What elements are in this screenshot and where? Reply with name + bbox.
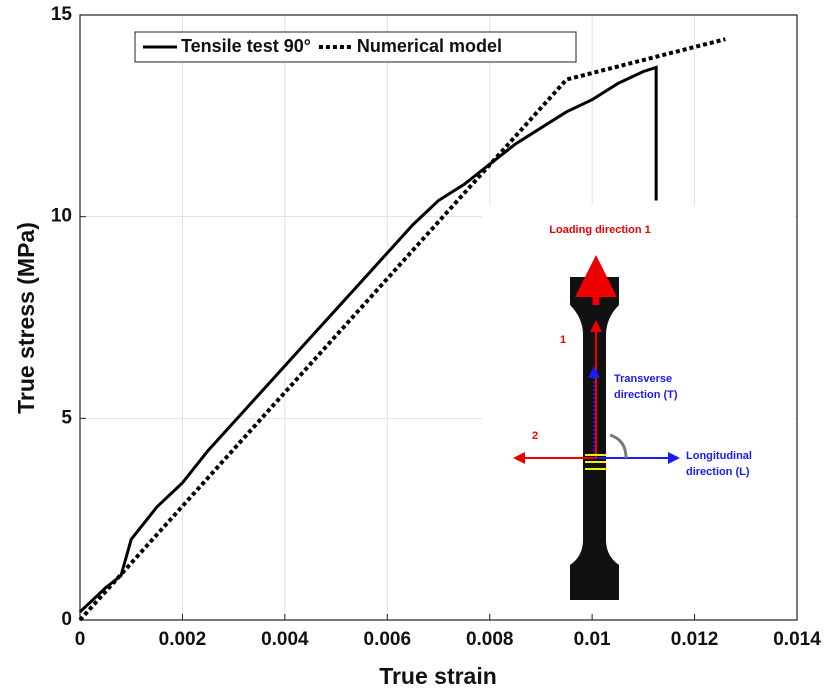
y-tick-label: 15 (51, 4, 73, 25)
inset-diagram: Loading direction 1 1 2 Transverse direc… (513, 224, 752, 600)
series-line (78, 65, 658, 614)
inset-background (482, 205, 794, 613)
y-tick-label: 10 (51, 206, 72, 227)
x-tick-label: 0 (75, 629, 86, 650)
x-tick-label: 0.008 (466, 629, 514, 650)
x-axis-label: True strain (379, 663, 497, 689)
inset-label: 2 (532, 430, 538, 442)
x-tick-label: 0.01 (574, 629, 611, 650)
legend-label: Tensile test 90° (181, 36, 311, 56)
legend-box (134, 31, 577, 63)
inset-label: direction (T) (614, 389, 678, 401)
y-axis-label: True stress (MPa) (13, 222, 39, 414)
inset-label: 1 (560, 334, 566, 346)
plot-frame (79, 14, 798, 621)
inset-label: Transverse (614, 373, 672, 385)
legend-label: Numerical model (357, 36, 502, 56)
legend: Tensile test 90° Numerical model (134, 31, 577, 63)
y-tick-label: 5 (61, 407, 72, 428)
x-tick-label: 0.004 (261, 629, 309, 650)
x-tick-label: 0.006 (364, 629, 412, 650)
inset-label: Longitudinal (686, 450, 752, 462)
x-tick-label: 0.014 (773, 629, 821, 650)
y-tick-label: 0 (61, 609, 72, 630)
inset-label: Loading direction 1 (549, 224, 650, 236)
inset-label: direction (L) (686, 466, 750, 478)
angle-arc (609, 433, 628, 459)
series-line (78, 37, 726, 622)
x-tick-label: 0.012 (671, 629, 719, 650)
x-tick-label: 0.002 (159, 629, 207, 650)
